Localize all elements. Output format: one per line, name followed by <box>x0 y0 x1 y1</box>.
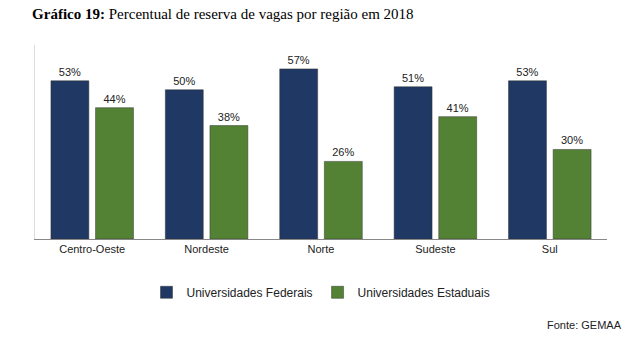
svg-text:44%: 44% <box>103 93 125 105</box>
svg-text:50%: 50% <box>173 75 195 87</box>
svg-text:53%: 53% <box>59 66 81 78</box>
svg-text:53%: 53% <box>516 66 538 78</box>
svg-text:Fonte: GEMAA: Fonte: GEMAA <box>547 319 622 331</box>
svg-text:30%: 30% <box>561 134 583 146</box>
svg-text:Norte: Norte <box>308 243 335 255</box>
svg-text:Universidades Estaduais: Universidades Estaduais <box>358 286 490 300</box>
svg-text:Sudeste: Sudeste <box>415 243 455 255</box>
svg-text:41%: 41% <box>447 102 469 114</box>
svg-text:26%: 26% <box>332 146 354 158</box>
svg-text:51%: 51% <box>402 72 424 84</box>
svg-text:Universidades Federais: Universidades Federais <box>187 286 313 300</box>
svg-text:57%: 57% <box>288 54 310 66</box>
svg-text:Nordeste: Nordeste <box>184 243 229 255</box>
svg-text:Centro-Oeste: Centro-Oeste <box>59 243 125 255</box>
svg-text:Gráfico 19: Percentual de rese: Gráfico 19: Percentual de reserva de vag… <box>32 6 414 22</box>
svg-text:38%: 38% <box>218 111 240 123</box>
svg-text:Sul: Sul <box>542 243 558 255</box>
